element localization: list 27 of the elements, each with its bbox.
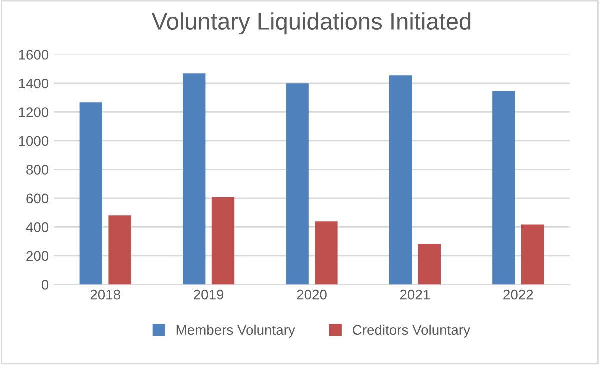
x-tick-label: 2020: [297, 290, 327, 300]
x-tick-label: 2022: [504, 290, 534, 300]
bar: [212, 197, 235, 285]
x-tick-label: 2021: [400, 290, 430, 300]
y-tick-label: 1600: [19, 50, 49, 60]
bar: [492, 91, 516, 285]
x-tick-label: 2019: [194, 290, 224, 300]
bar: [80, 102, 103, 285]
bar: [521, 224, 544, 285]
bar: [286, 84, 309, 285]
legend-label: Creditors Voluntary: [353, 324, 470, 338]
bar: [389, 76, 412, 285]
y-tick-label: 800: [26, 165, 49, 175]
y-tick-label: 1000: [19, 136, 49, 146]
chart-title: Voluntary Liquidations Initiated: [152, 12, 471, 35]
y-tick-label: 0: [42, 280, 49, 290]
y-tick-label: 600: [26, 194, 49, 204]
bar: [418, 244, 441, 285]
y-tick-label: 200: [26, 251, 49, 262]
bar: [315, 222, 338, 285]
legend-label: Members Voluntary: [176, 324, 296, 338]
y-tick-label: 1400: [19, 78, 49, 89]
bar: [183, 74, 206, 285]
bar: [108, 216, 132, 285]
x-tick-label: 2018: [90, 290, 120, 300]
y-tick-label: 400: [26, 222, 49, 232]
y-tick-label: 1200: [19, 108, 49, 118]
